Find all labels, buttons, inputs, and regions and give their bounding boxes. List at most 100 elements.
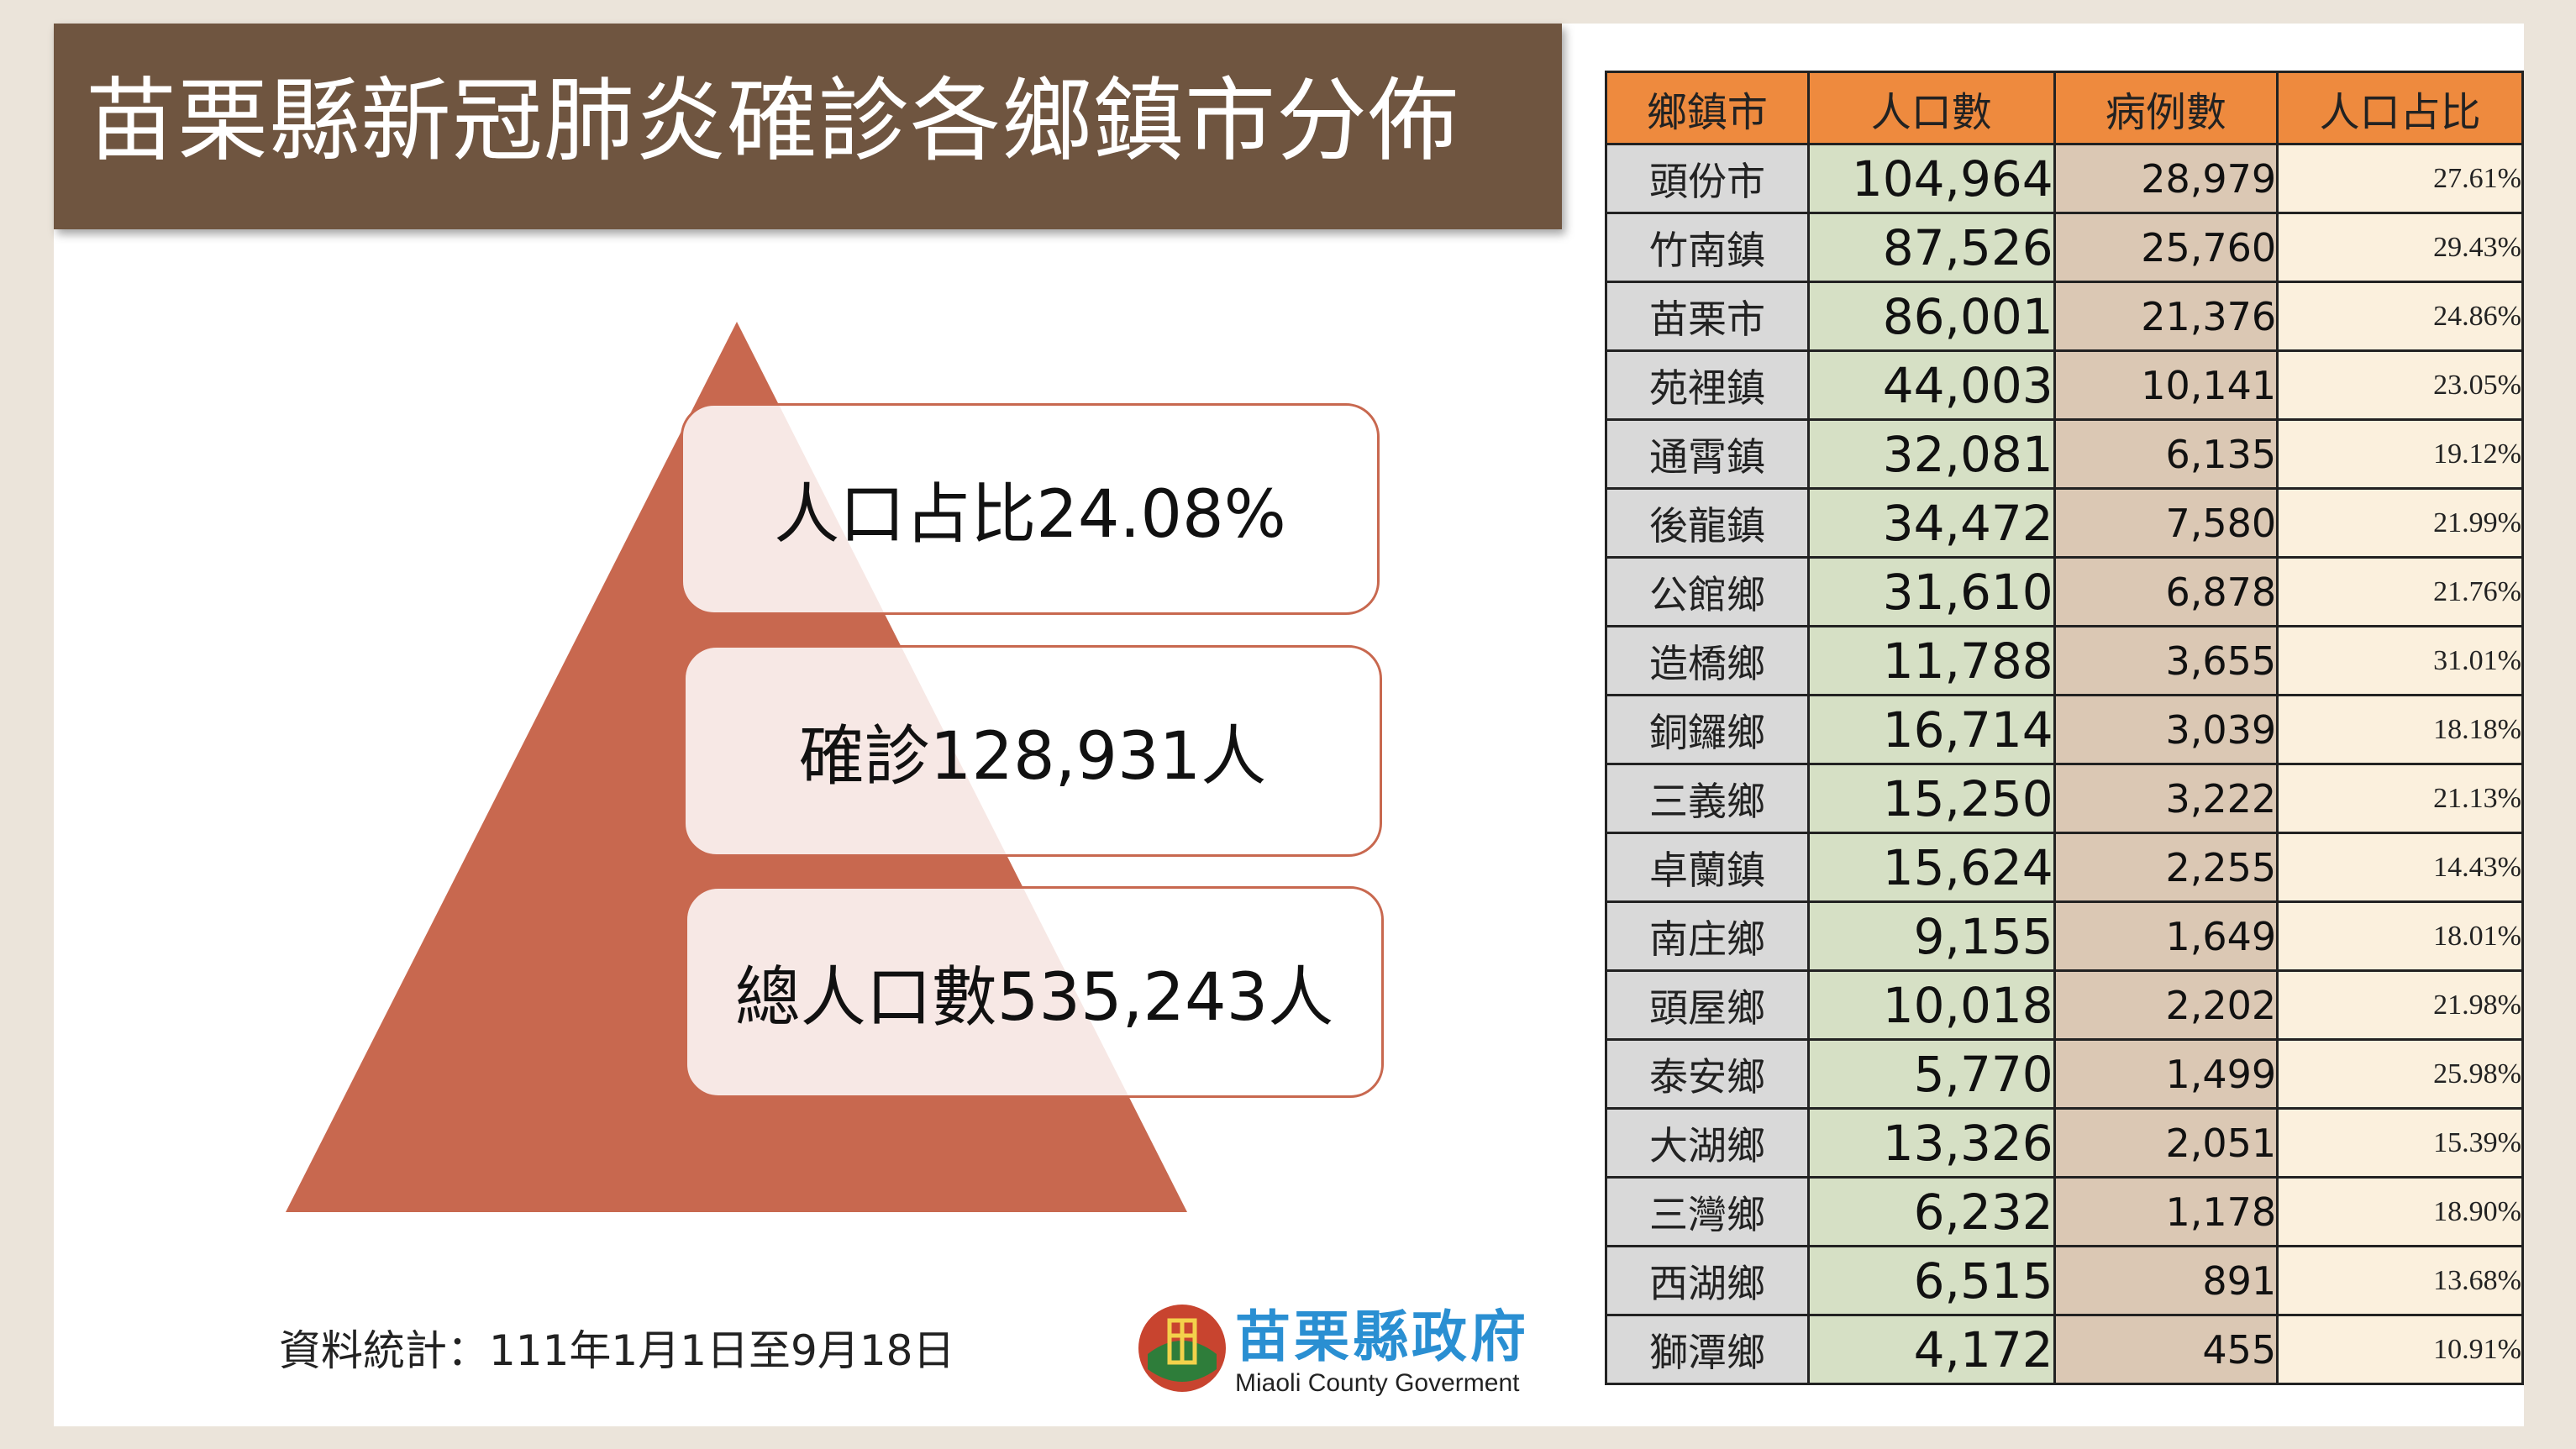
cell-cases: 10,141 <box>2053 349 2279 421</box>
page-title: 苗栗縣新冠肺炎確診各鄉鎮市分佈 <box>86 69 1460 174</box>
cell-share: 15.39% <box>2276 1107 2524 1179</box>
header-share: 人口占比 <box>2276 71 2524 145</box>
table-row: 頭份市 104,964 28,979 27.61% <box>1605 143 2524 214</box>
cell-share: 31.01% <box>2276 625 2524 696</box>
table-row: 公館鄉 31,610 6,878 21.76% <box>1605 556 2524 627</box>
table-row: 頭屋鄉 10,018 2,202 21.98% <box>1605 969 2524 1041</box>
cell-share: 27.61% <box>2276 143 2524 214</box>
cell-population: 44,003 <box>1806 349 2056 421</box>
cell-town: 泰安鄉 <box>1605 1038 1810 1110</box>
cell-cases: 2,202 <box>2053 969 2279 1041</box>
cell-town: 後龍鎮 <box>1605 487 1810 559</box>
cell-share: 13.68% <box>2276 1245 2524 1316</box>
cell-cases: 21,376 <box>2053 281 2279 352</box>
cell-cases: 1,499 <box>2053 1038 2279 1110</box>
cell-town: 苑裡鎮 <box>1605 349 1810 421</box>
cell-cases: 891 <box>2053 1245 2279 1316</box>
cell-town: 苗栗市 <box>1605 281 1810 352</box>
cell-share: 21.13% <box>2276 763 2524 834</box>
cell-cases: 3,222 <box>2053 763 2279 834</box>
cell-share: 29.43% <box>2276 212 2524 283</box>
source-note: 資料統計：111年1月1日至9月18日 <box>279 1326 955 1375</box>
cell-cases: 455 <box>2053 1314 2279 1385</box>
table-row: 南庄鄉 9,155 1,649 18.01% <box>1605 900 2524 972</box>
cell-population: 16,714 <box>1806 694 2056 765</box>
cell-town: 三義鄉 <box>1605 763 1810 834</box>
cell-population: 31,610 <box>1806 556 2056 627</box>
population-share-text: 人口占比24.08% <box>774 477 1286 553</box>
cell-town: 通霄鎮 <box>1605 418 1810 490</box>
cell-cases: 3,039 <box>2053 694 2279 765</box>
cell-share: 21.76% <box>2276 556 2524 627</box>
cell-cases: 1,178 <box>2053 1176 2279 1247</box>
cell-population: 4,172 <box>1806 1314 2056 1385</box>
total-population-callout: 總人口數535,243人 <box>685 886 1384 1098</box>
township-table: 鄉鎮市 人口數 病例數 人口占比 頭份市 104,964 28,979 27.61% 竹… <box>1605 71 2524 1385</box>
cell-cases: 7,580 <box>2053 487 2279 559</box>
cell-town: 頭屋鄉 <box>1605 969 1810 1041</box>
cell-share: 10.91% <box>2276 1314 2524 1385</box>
confirmed-cases-callout: 確診128,931人 <box>683 645 1382 857</box>
table-row: 通霄鎮 32,081 6,135 19.12% <box>1605 418 2524 490</box>
cell-population: 9,155 <box>1806 900 2056 972</box>
cell-share: 18.18% <box>2276 694 2524 765</box>
cell-population: 5,770 <box>1806 1038 2056 1110</box>
population-share-callout: 人口占比24.08% <box>681 403 1380 615</box>
cell-share: 18.90% <box>2276 1176 2524 1247</box>
cell-cases: 6,135 <box>2053 418 2279 490</box>
cell-town: 大湖鄉 <box>1605 1107 1810 1179</box>
cell-town: 三灣鄉 <box>1605 1176 1810 1247</box>
cell-cases: 6,878 <box>2053 556 2279 627</box>
header-town: 鄉鎮市 <box>1605 71 1810 145</box>
table-row: 三義鄉 15,250 3,222 21.13% <box>1605 763 2524 834</box>
cell-cases: 2,255 <box>2053 832 2279 903</box>
cell-population: 6,232 <box>1806 1176 2056 1247</box>
cell-cases: 25,760 <box>2053 212 2279 283</box>
table-row: 竹南鎮 87,526 25,760 29.43% <box>1605 212 2524 283</box>
cell-share: 21.99% <box>2276 487 2524 559</box>
cell-population: 13,326 <box>1806 1107 2056 1179</box>
cell-population: 32,081 <box>1806 418 2056 490</box>
table-header-row: 鄉鎮市 人口數 病例數 人口占比 <box>1605 71 2524 145</box>
cell-share: 24.86% <box>2276 281 2524 352</box>
table-row: 三灣鄉 6,232 1,178 18.90% <box>1605 1176 2524 1247</box>
cell-town: 銅鑼鄉 <box>1605 694 1810 765</box>
cell-town: 頭份市 <box>1605 143 1810 214</box>
cell-town: 造橋鄉 <box>1605 625 1810 696</box>
cell-town: 竹南鎮 <box>1605 212 1810 283</box>
cell-town: 南庄鄉 <box>1605 900 1810 972</box>
table-row: 銅鑼鄉 16,714 3,039 18.18% <box>1605 694 2524 765</box>
county-emblem-icon <box>1138 1305 1226 1392</box>
confirmed-cases-text: 確診128,931人 <box>798 719 1267 795</box>
cell-share: 19.12% <box>2276 418 2524 490</box>
cell-town: 公館鄉 <box>1605 556 1810 627</box>
header-cases: 病例數 <box>2053 71 2279 145</box>
cell-share: 25.98% <box>2276 1038 2524 1110</box>
cell-cases: 28,979 <box>2053 143 2279 214</box>
cell-population: 34,472 <box>1806 487 2056 559</box>
cell-population: 104,964 <box>1806 143 2056 214</box>
cell-share: 23.05% <box>2276 349 2524 421</box>
cell-town: 卓蘭鎮 <box>1605 832 1810 903</box>
cell-population: 10,018 <box>1806 969 2056 1041</box>
slide: 苗栗縣新冠肺炎確診各鄉鎮市分佈 人口占比24.08% 確診128,931人 總人… <box>54 24 2524 1426</box>
table-row: 西湖鄉 6,515 891 13.68% <box>1605 1245 2524 1316</box>
table-row: 泰安鄉 5,770 1,499 25.98% <box>1605 1038 2524 1110</box>
cell-population: 15,624 <box>1806 832 2056 903</box>
logo-name-en: Miaoli County Goverment <box>1235 1369 1520 1397</box>
cell-population: 86,001 <box>1806 281 2056 352</box>
table-row: 大湖鄉 13,326 2,051 15.39% <box>1605 1107 2524 1179</box>
table-row: 造橋鄉 11,788 3,655 31.01% <box>1605 625 2524 696</box>
cell-cases: 3,655 <box>2053 625 2279 696</box>
table-row: 苗栗市 86,001 21,376 24.86% <box>1605 281 2524 352</box>
county-logo: 苗栗縣政府 Miaoli County Goverment <box>1136 1292 1606 1410</box>
table-row: 後龍鎮 34,472 7,580 21.99% <box>1605 487 2524 559</box>
table-row: 獅潭鄉 4,172 455 10.91% <box>1605 1314 2524 1385</box>
title-bar: 苗栗縣新冠肺炎確診各鄉鎮市分佈 <box>54 24 1562 229</box>
cell-population: 87,526 <box>1806 212 2056 283</box>
cell-population: 15,250 <box>1806 763 2056 834</box>
cell-population: 6,515 <box>1806 1245 2056 1316</box>
table-row: 苑裡鎮 44,003 10,141 23.05% <box>1605 349 2524 421</box>
table-row: 卓蘭鎮 15,624 2,255 14.43% <box>1605 832 2524 903</box>
header-population: 人口數 <box>1806 71 2056 145</box>
